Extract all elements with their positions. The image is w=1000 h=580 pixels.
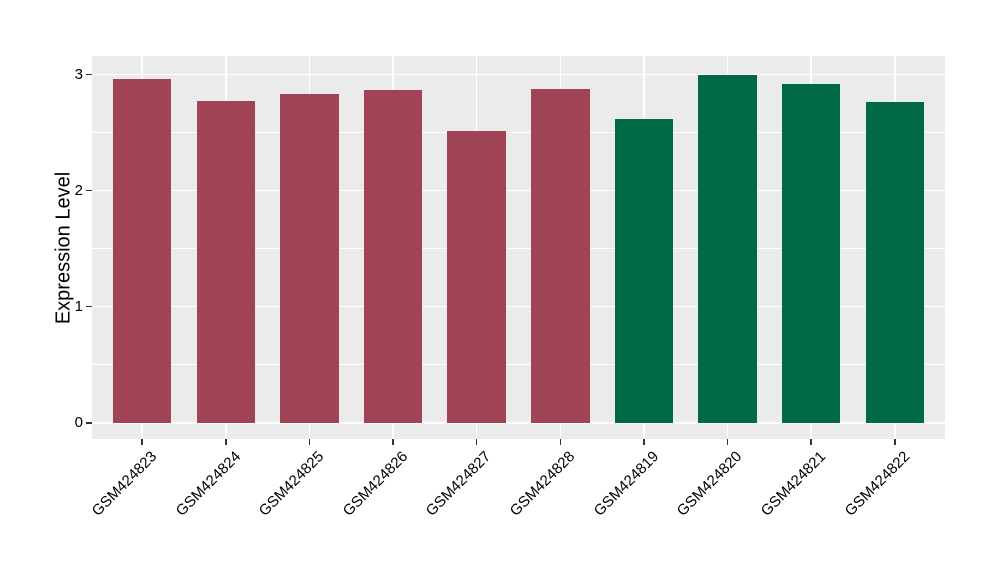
y-major-gridline — [92, 421, 945, 424]
y-axis-tick — [86, 422, 92, 424]
x-axis-tick — [392, 439, 394, 445]
x-tick-label: GSM424820 — [674, 448, 746, 520]
y-major-gridline — [92, 305, 945, 308]
x-axis-tick — [475, 439, 478, 445]
bar — [865, 102, 925, 423]
x-axis-tick — [308, 439, 311, 445]
bar — [112, 79, 172, 423]
x-axis-tick — [894, 439, 896, 445]
x-axis-tick — [810, 439, 812, 445]
y-major-gridline — [92, 189, 945, 192]
x-tick-label: GSM424828 — [506, 448, 579, 520]
y-axis-tick — [86, 305, 92, 308]
y-tick-label: 0 — [74, 414, 83, 432]
y-minor-gridline — [92, 248, 945, 250]
x-tick-label: GSM424819 — [590, 448, 662, 520]
bar — [363, 89, 423, 423]
y-axis-tick — [86, 189, 92, 192]
bar — [447, 131, 506, 423]
y-tick-label: 1 — [74, 298, 83, 316]
bar — [531, 88, 590, 423]
y-minor-gridline — [92, 132, 945, 133]
x-tick-label: GSM424826 — [339, 448, 412, 520]
x-axis-tick — [141, 439, 143, 445]
bar — [196, 101, 256, 423]
x-axis-tick — [225, 439, 227, 445]
x-axis-tick — [643, 439, 645, 445]
y-axis-title: Expression Level — [52, 171, 75, 324]
x-tick-label: GSM424827 — [423, 448, 495, 520]
x-tick-label: GSM424822 — [841, 448, 913, 520]
y-major-gridline — [92, 73, 945, 76]
bar — [280, 94, 339, 423]
x-tick-label: GSM424821 — [757, 448, 830, 520]
y-minor-gridline — [92, 364, 945, 366]
x-axis-tick — [559, 439, 562, 445]
y-tick-label: 3 — [74, 66, 83, 84]
bar — [698, 74, 757, 423]
bar — [614, 118, 674, 423]
x-tick-label: GSM424824 — [172, 448, 244, 520]
y-tick-label: 2 — [74, 182, 83, 200]
plot-panel — [92, 56, 945, 439]
bar — [781, 83, 841, 423]
x-tick-label: GSM424823 — [88, 448, 161, 520]
x-axis-tick — [726, 439, 729, 445]
y-axis-tick — [86, 73, 92, 76]
x-tick-label: GSM424825 — [255, 448, 328, 520]
